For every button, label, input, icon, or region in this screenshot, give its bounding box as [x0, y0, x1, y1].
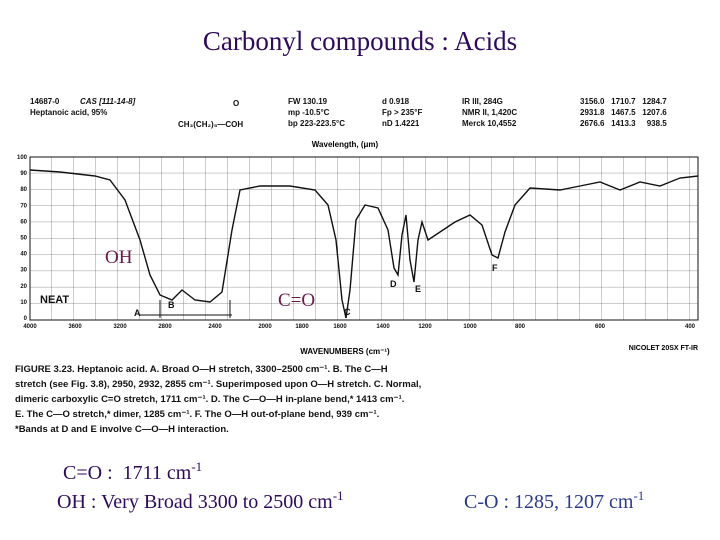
note: OH : Very Broad 3300 to 2500 cm-1: [57, 488, 344, 513]
x-tick-label: 1000: [463, 324, 477, 330]
co-annotation: C=O: [278, 290, 315, 311]
note: C=O : 1711 cm-1: [63, 459, 202, 484]
x-tick-label: 600: [595, 324, 606, 330]
header-text: nD 1.4221: [382, 119, 420, 128]
sample-label: NEAT: [40, 294, 69, 306]
note: C-O : 1285, 1207 cm-1: [464, 488, 644, 513]
spectrum-frame: [29, 156, 699, 321]
x-ticks: 4000 3600 3200 2800 2400 2000 1800 1600 1400 1200…: [23, 324, 695, 330]
caption-line: *Bands at D and E involve C—O—H interact…: [15, 424, 229, 435]
y-tick-label: 80: [20, 187, 27, 193]
caption-line: E. The C—O stretch,* dimer, 1285 cm⁻¹. F…: [15, 409, 379, 420]
note-text: OH : Very Broad 3300 to 2500 cm: [57, 491, 333, 513]
peak-letter: C: [344, 307, 351, 317]
note-superscript: -1: [333, 488, 344, 503]
x-tick-label: 800: [515, 324, 526, 330]
peak-letter: E: [415, 284, 421, 294]
header-text: CAS [111-14-8]: [80, 97, 136, 106]
y-tick-label: 30: [20, 268, 27, 274]
x-tick-label: 1600: [333, 324, 347, 330]
y-tick-label: 10: [20, 300, 27, 306]
header-text: mp -10.5°C: [288, 108, 330, 117]
y-tick-label: 50: [20, 236, 27, 242]
header-text: 3156.0 1710.7 1284.7: [580, 97, 667, 106]
caption-line: dimeric carboxylic C=O stretch, 1711 cm⁻…: [15, 394, 404, 405]
instrument-label: NICOLET 20SX FT-IR: [629, 345, 698, 352]
header-text: O: [233, 99, 239, 108]
y-tick-label: 20: [20, 284, 27, 290]
x-tick-label: 1800: [295, 324, 309, 330]
top-axis-label: Wavelength, (μm): [312, 140, 379, 149]
y-tick-label: 60: [20, 219, 27, 225]
y-tick-label: 90: [20, 171, 27, 177]
header-text: Heptanoic acid, 95%: [30, 108, 107, 117]
note-text: C-O : 1285, 1207 cm: [464, 491, 634, 513]
note-text: C=O : 1711 cm: [63, 462, 192, 484]
y-tick-label: 40: [20, 252, 27, 258]
x-tick-label: 400: [685, 324, 696, 330]
figure-caption: FIGURE 3.23. Heptanoic acid. A. Broad O—…: [15, 364, 421, 435]
header-text: FW 130.19: [288, 97, 328, 106]
y-tick-label: 70: [20, 203, 27, 209]
y-tick-label: 100: [17, 155, 28, 161]
x-axis-label: WAVENUMBERS (cm⁻¹): [300, 347, 390, 356]
header-text: 14687-0: [30, 97, 60, 106]
y-tick-label: 0: [24, 316, 28, 322]
header-text: Fp > 235°F: [382, 108, 422, 117]
caption-line: stretch (see Fig. 3.8), 2950, 2932, 2855…: [15, 379, 421, 390]
x-tick-label: 2800: [158, 324, 172, 330]
x-tick-label: 3200: [113, 324, 127, 330]
band-bracket: [140, 300, 232, 318]
x-tick-label: 3600: [68, 324, 82, 330]
peak-letter: A: [134, 308, 141, 318]
x-tick-label: 2400: [208, 324, 222, 330]
spectrum-header: 14687-0 CAS [111-14-8] Heptanoic acid, 9…: [30, 97, 667, 129]
oh-annotation: OH: [105, 247, 133, 268]
note-superscript: -1: [191, 459, 202, 474]
header-text: IR III, 284G: [462, 97, 503, 106]
header-text: 2676.6 1413.3 938.5: [580, 119, 667, 128]
x-tick-label: 2000: [258, 324, 272, 330]
note-superscript: -1: [633, 488, 644, 503]
x-tick-label: 1200: [418, 324, 432, 330]
x-tick-label: 4000: [23, 324, 37, 330]
spectrum-curve: [29, 169, 699, 319]
caption-line: FIGURE 3.23. Heptanoic acid. A. Broad O—…: [15, 364, 388, 375]
peak-letter: F: [492, 263, 498, 273]
peak-letter: B: [168, 300, 175, 310]
header-text: 2931.8 1467.5 1207.6: [580, 108, 667, 117]
header-text: bp 223-223.5°C: [288, 119, 345, 128]
header-text: d 0.918: [382, 97, 410, 106]
header-text: NMR II, 1,420C: [462, 108, 517, 117]
peak-letter: D: [390, 279, 397, 289]
header-text: CH₃(CH₂)₅—COH: [178, 120, 243, 129]
slide-title: Carbonyl compounds : Acids: [203, 26, 517, 56]
x-tick-label: 1400: [376, 324, 390, 330]
header-text: Merck 10,4552: [462, 119, 517, 128]
